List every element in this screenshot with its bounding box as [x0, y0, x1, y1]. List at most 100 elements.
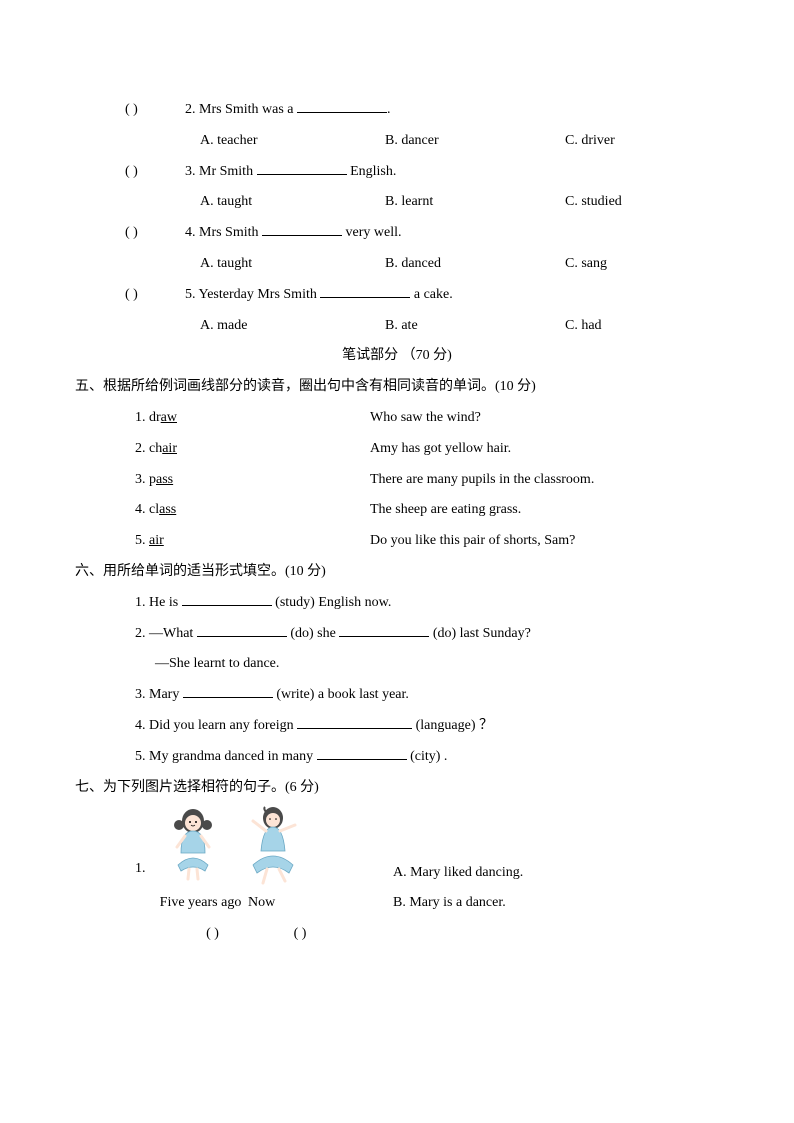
- question-number: 1.: [135, 854, 153, 885]
- image-row: 1.: [135, 803, 719, 888]
- option-a[interactable]: A. made: [200, 311, 385, 342]
- option-a[interactable]: A. taught: [200, 249, 385, 280]
- blank[interactable]: [317, 746, 407, 760]
- text: (do) last Sunday?: [429, 626, 530, 641]
- blank[interactable]: [183, 684, 273, 698]
- blank[interactable]: [297, 99, 387, 113]
- mc-question-3: ( ) 3. Mr Smith English.: [75, 157, 719, 188]
- option-c[interactable]: C. studied: [565, 187, 719, 218]
- option-c[interactable]: C. driver: [565, 126, 719, 157]
- images: [153, 803, 333, 888]
- pre: 2. ch: [135, 441, 162, 456]
- q-tail: English.: [347, 164, 397, 179]
- option-a[interactable]: A. teacher: [200, 126, 385, 157]
- mc-options-2: A. teacher B. dancer C. driver: [75, 126, 719, 157]
- sentence: Amy has got yellow hair.: [370, 434, 719, 465]
- mc-options-5: A. made B. ate C. had: [75, 311, 719, 342]
- sentence: Do you like this pair of shorts, Sam?: [370, 526, 719, 557]
- underlined: air: [162, 441, 177, 456]
- answer-b[interactable]: B. Mary is a dancer.: [318, 888, 719, 919]
- s7-question-1: 1.: [75, 803, 719, 950]
- s5-item-1: 1. draw Who saw the wind?: [75, 403, 719, 434]
- option-b[interactable]: B. learnt: [385, 187, 565, 218]
- section-5-heading: 五、根据所给例词画线部分的读音，圈出句中含有相同读音的单词。(10 分): [75, 372, 719, 403]
- option-b[interactable]: B. danced: [385, 249, 565, 280]
- option-b[interactable]: B. ate: [385, 311, 565, 342]
- option-a[interactable]: A. taught: [200, 187, 385, 218]
- paren-row: ( ) ( ): [135, 919, 719, 950]
- caption-now: Now: [248, 888, 318, 919]
- q-stem: 3. Mr Smith: [185, 164, 257, 179]
- question-text: 4. Mrs Smith very well.: [185, 218, 719, 249]
- blank[interactable]: [257, 161, 347, 175]
- answer-paren-2[interactable]: ( ): [260, 919, 340, 950]
- s6-q2-answer: —She learnt to dance.: [75, 649, 719, 680]
- text: (language) ？: [412, 718, 493, 733]
- text: 3. Mary: [135, 687, 183, 702]
- example-word: 5. air: [135, 526, 370, 557]
- underlined: aw: [161, 410, 177, 425]
- mc-options-3: A. taught B. learnt C. studied: [75, 187, 719, 218]
- option-c[interactable]: C. had: [565, 311, 719, 342]
- example-word: 4. class: [135, 495, 370, 526]
- mc-question-5: ( ) 5. Yesterday Mrs Smith a cake.: [75, 280, 719, 311]
- s6-q1: 1. He is (study) English now.: [75, 588, 719, 619]
- blank[interactable]: [182, 592, 272, 606]
- s6-q2: 2. —What (do) she (do) last Sunday?: [75, 619, 719, 650]
- pre: 3. p: [135, 472, 156, 487]
- s6-q5: 5. My grandma danced in many (city) .: [75, 742, 719, 773]
- example-word: 2. chair: [135, 434, 370, 465]
- mc-question-4: ( ) 4. Mrs Smith very well.: [75, 218, 719, 249]
- answer-paren[interactable]: ( ): [125, 95, 185, 126]
- q-stem: 2. Mrs Smith was a: [185, 102, 297, 117]
- text: 2. —What: [135, 626, 197, 641]
- s5-item-5: 5. air Do you like this pair of shorts, …: [75, 526, 719, 557]
- question-text: 5. Yesterday Mrs Smith a cake.: [185, 280, 719, 311]
- option-b[interactable]: B. dancer: [385, 126, 565, 157]
- s5-item-3: 3. pass There are many pupils in the cla…: [75, 465, 719, 496]
- question-text: 3. Mr Smith English.: [185, 157, 719, 188]
- blank[interactable]: [339, 623, 429, 637]
- girl-now-icon: [233, 803, 313, 888]
- underlined: ass: [159, 502, 176, 517]
- option-c[interactable]: C. sang: [565, 249, 719, 280]
- section-written-title: 笔试部分 （70 分): [75, 341, 719, 372]
- sentence: The sheep are eating grass.: [370, 495, 719, 526]
- pre: 1. dr: [135, 410, 161, 425]
- s6-q4: 4. Did you learn any foreign (language) …: [75, 711, 719, 742]
- text: (do) she: [287, 626, 340, 641]
- example-word: 1. draw: [135, 403, 370, 434]
- s6-q3: 3. Mary (write) a book last year.: [75, 680, 719, 711]
- underlined: ass: [156, 472, 173, 487]
- text: 1. He is: [135, 595, 182, 610]
- caption-past: Five years ago: [153, 888, 248, 919]
- answer-paren[interactable]: ( ): [125, 157, 185, 188]
- pre: 4. cl: [135, 502, 159, 517]
- sentence: There are many pupils in the classroom.: [370, 465, 719, 496]
- s5-item-2: 2. chair Amy has got yellow hair.: [75, 434, 719, 465]
- answer-paren[interactable]: ( ): [125, 218, 185, 249]
- q-tail: .: [387, 102, 391, 117]
- girl-past-icon: [153, 803, 233, 888]
- q-tail: a cake.: [410, 287, 452, 302]
- mc-question-2: ( ) 2. Mrs Smith was a .: [75, 95, 719, 126]
- mc-options-4: A. taught B. danced C. sang: [75, 249, 719, 280]
- q-stem: 5. Yesterday Mrs Smith: [185, 287, 320, 302]
- text: 5. My grandma danced in many: [135, 749, 317, 764]
- answer-paren[interactable]: ( ): [125, 280, 185, 311]
- s5-item-4: 4. class The sheep are eating grass.: [75, 495, 719, 526]
- underlined: air: [149, 533, 164, 548]
- blank[interactable]: [320, 284, 410, 298]
- text: (write) a book last year.: [273, 687, 409, 702]
- answer-paren-1[interactable]: ( ): [165, 919, 260, 950]
- text: (city) .: [407, 749, 448, 764]
- example-word: 3. pass: [135, 465, 370, 496]
- answer-a[interactable]: A. Mary liked dancing.: [333, 858, 719, 889]
- blank[interactable]: [297, 715, 412, 729]
- question-text: 2. Mrs Smith was a .: [185, 95, 719, 126]
- blank[interactable]: [197, 623, 287, 637]
- caption-row: Five years ago Now B. Mary is a dancer.: [135, 888, 719, 919]
- blank[interactable]: [262, 222, 342, 236]
- section-6-heading: 六、用所给单词的适当形式填空。(10 分): [75, 557, 719, 588]
- text: 4. Did you learn any foreign: [135, 718, 297, 733]
